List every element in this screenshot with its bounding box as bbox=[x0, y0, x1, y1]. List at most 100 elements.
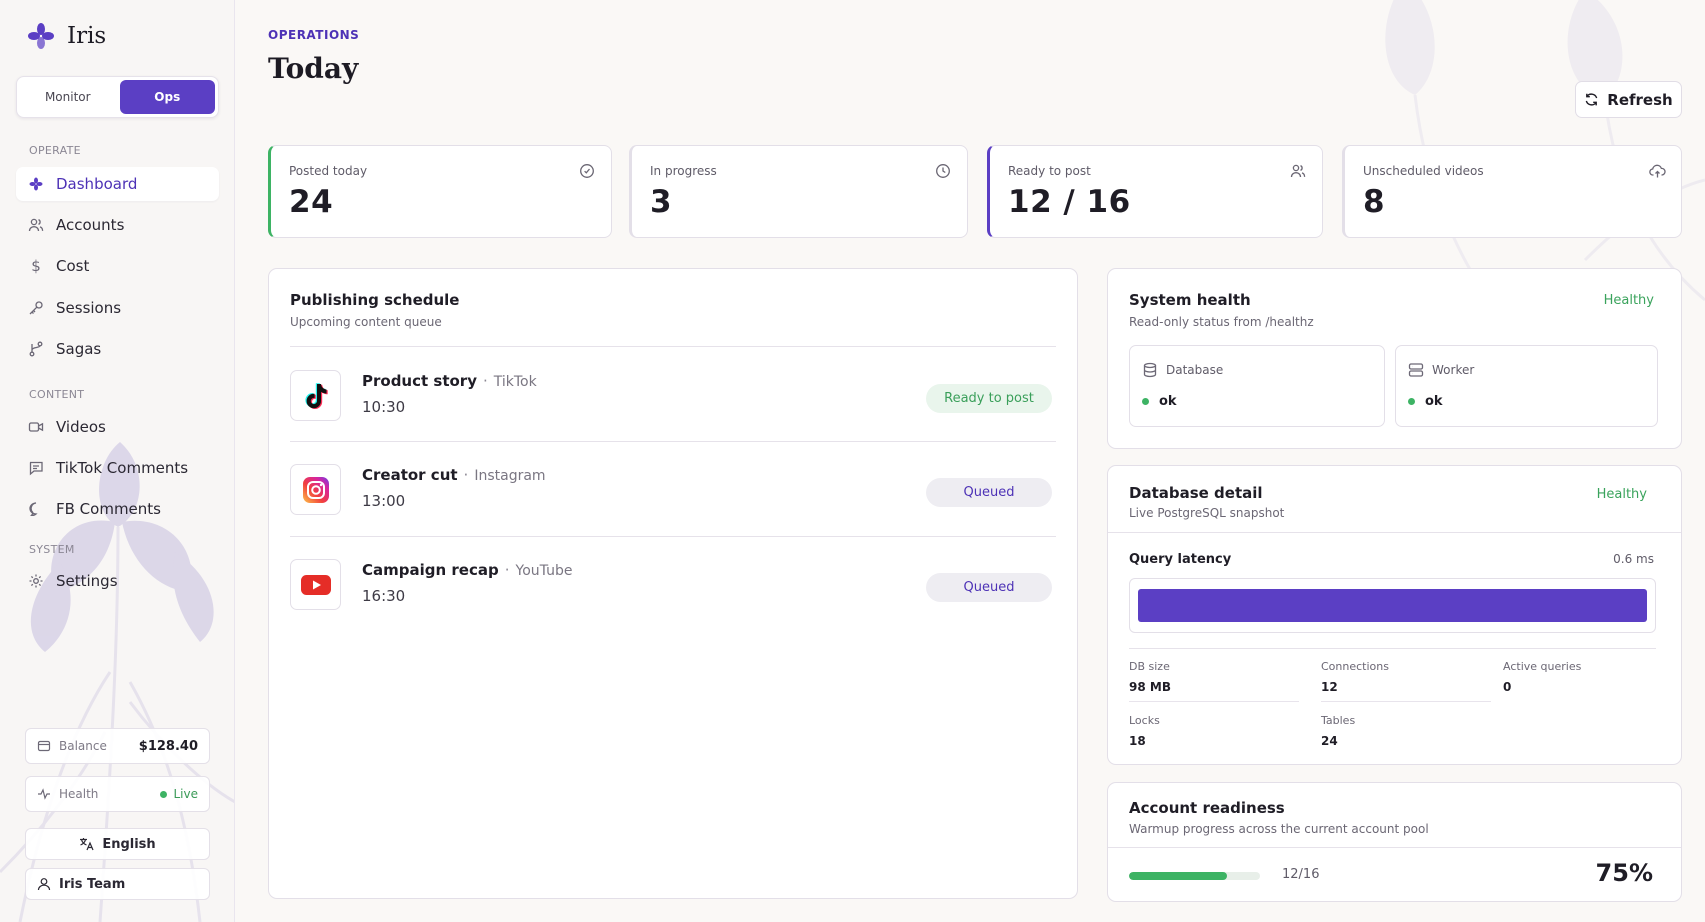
sidebar-item-accounts[interactable]: Accounts bbox=[16, 208, 219, 242]
sidebar-item-dashboard[interactable]: Dashboard bbox=[16, 167, 219, 201]
sidebar-item-cost[interactable]: $ Cost bbox=[16, 249, 219, 283]
user-menu-button[interactable]: Iris Team bbox=[25, 868, 210, 900]
divider bbox=[1129, 648, 1656, 649]
post-title: Creator cut · Instagram bbox=[362, 466, 546, 484]
live-dot bbox=[160, 790, 168, 798]
latency-bar bbox=[1129, 578, 1656, 633]
post-title: Campaign recap · YouTube bbox=[362, 561, 573, 579]
metric-value: 18 bbox=[1129, 734, 1146, 748]
metric-value: 98 MB bbox=[1129, 680, 1299, 702]
refresh-icon bbox=[1584, 92, 1599, 107]
service-header: Database bbox=[1142, 362, 1223, 378]
metric-label: DB size bbox=[1129, 660, 1170, 673]
sidebar-item-label: Cost bbox=[56, 257, 90, 275]
post-time: 13:00 bbox=[362, 492, 406, 510]
publishing-schedule-card: Publishing schedule Upcoming content que… bbox=[268, 268, 1078, 899]
mode-monitor-button[interactable]: Monitor bbox=[44, 90, 91, 104]
sidebar-item-label: Sessions bbox=[56, 299, 122, 317]
stat-label: Unscheduled videos bbox=[1363, 164, 1484, 178]
database-detail-subtitle: Live PostgreSQL snapshot bbox=[1129, 506, 1285, 520]
service-name: Worker bbox=[1432, 363, 1475, 377]
user-icon bbox=[37, 877, 51, 891]
refresh-button[interactable]: Refresh bbox=[1575, 81, 1682, 118]
page-title: Today bbox=[268, 52, 359, 85]
database-icon bbox=[1142, 362, 1158, 378]
translate-icon bbox=[79, 837, 94, 851]
stat-value: 3 bbox=[650, 184, 673, 220]
sidebar-item-settings[interactable]: Settings bbox=[16, 564, 219, 598]
health-card[interactable]: Health Live bbox=[25, 776, 210, 812]
tiktok-icon bbox=[290, 370, 341, 421]
account-readiness-subtitle: Warmup progress across the current accou… bbox=[1129, 822, 1429, 836]
database-detail-card: Database detail Live PostgreSQL snapshot… bbox=[1107, 465, 1682, 765]
metric-connections: Connections 12 bbox=[1321, 660, 1491, 702]
sidebar-item-label: Sagas bbox=[56, 340, 102, 358]
post-platform: TikTok bbox=[493, 374, 537, 390]
status-badge: Healthy bbox=[1603, 293, 1654, 308]
key-icon bbox=[28, 300, 44, 316]
stat-card-posted-today: Posted today 24 bbox=[268, 145, 612, 238]
stat-label: Ready to post bbox=[1008, 164, 1091, 178]
metric-value: 0 bbox=[1503, 680, 1512, 694]
readiness-progress-fill bbox=[1129, 872, 1228, 880]
stat-value: 12 / 16 bbox=[1008, 184, 1131, 220]
sidebar-item-videos[interactable]: Videos bbox=[16, 410, 219, 444]
users-icon bbox=[1290, 163, 1306, 179]
post-time: 16:30 bbox=[362, 587, 406, 605]
status-badge: Queued bbox=[926, 573, 1052, 602]
service-name: Database bbox=[1166, 363, 1224, 377]
metric-active-queries: Active queries 0 bbox=[1503, 660, 1653, 701]
status-badge: Ready to post bbox=[926, 384, 1052, 413]
status-dot bbox=[1408, 398, 1415, 405]
schedule-item[interactable]: Product story · TikTok 10:30 Ready to post bbox=[290, 370, 1056, 464]
sidebar-item-sessions[interactable]: Sessions bbox=[16, 291, 219, 325]
mode-ops-button[interactable]: Ops bbox=[119, 80, 215, 114]
sidebar-item-label: Videos bbox=[56, 418, 106, 436]
youtube-icon bbox=[290, 559, 341, 610]
main-content: OPERATIONS Today Refresh Posted today 24… bbox=[235, 0, 1705, 922]
service-header: Worker bbox=[1408, 362, 1474, 378]
sidebar-item-label: FB Comments bbox=[56, 500, 161, 518]
divider bbox=[290, 441, 1056, 442]
mode-switch: Monitor Ops bbox=[16, 76, 219, 118]
system-health-subtitle: Read-only status from /healthz bbox=[1129, 315, 1314, 329]
page-eyebrow: OPERATIONS bbox=[268, 28, 360, 42]
nav-section-content: CONTENT bbox=[29, 388, 85, 401]
sidebar-item-label: TikTok Comments bbox=[56, 459, 189, 477]
schedule-item[interactable]: Creator cut · Instagram 13:00 Queued bbox=[290, 464, 1056, 558]
post-name: Creator cut bbox=[362, 466, 458, 484]
metric-label: Connections bbox=[1321, 660, 1389, 673]
brand[interactable]: Iris bbox=[27, 22, 106, 50]
service-status-text: ok bbox=[1425, 394, 1443, 409]
metric-label: Tables bbox=[1321, 714, 1356, 727]
metric-locks: Locks 18 bbox=[1129, 714, 1299, 755]
sidebar-item-tiktok-comments[interactable]: TikTok Comments bbox=[16, 451, 219, 485]
metric-tables: Tables 24 bbox=[1321, 714, 1491, 755]
gear-icon bbox=[28, 573, 44, 589]
brand-name: Iris bbox=[67, 23, 107, 49]
iris-logo-icon bbox=[28, 23, 54, 49]
comment-round-icon bbox=[28, 501, 44, 517]
balance-value: $128.40 bbox=[138, 738, 198, 754]
status-badge: Healthy bbox=[1596, 487, 1647, 502]
language-label: English bbox=[102, 836, 156, 852]
schedule-item[interactable]: Campaign recap · YouTube 16:30 Queued bbox=[290, 559, 1056, 653]
account-readiness-title: Account readiness bbox=[1129, 799, 1285, 817]
service-database: Database ok bbox=[1129, 345, 1385, 427]
readiness-percent: 75% bbox=[1595, 859, 1653, 887]
post-platform: YouTube bbox=[515, 563, 573, 579]
latency-label: Query latency bbox=[1129, 552, 1232, 567]
user-name: Iris Team bbox=[59, 876, 126, 892]
status-dot bbox=[1142, 398, 1149, 405]
instagram-icon bbox=[290, 464, 341, 515]
branch-icon bbox=[28, 341, 44, 357]
service-status: ok bbox=[1142, 394, 1177, 409]
sidebar-item-sagas[interactable]: Sagas bbox=[16, 332, 219, 366]
sidebar-item-fb-comments[interactable]: FB Comments bbox=[16, 492, 219, 526]
sidebar-item-label: Dashboard bbox=[56, 175, 138, 193]
pulse-icon bbox=[37, 787, 51, 801]
readiness-count: 12/16 bbox=[1282, 867, 1320, 882]
health-status: Live bbox=[173, 787, 198, 801]
language-button[interactable]: English bbox=[25, 828, 210, 860]
balance-label: Balance bbox=[59, 739, 107, 753]
